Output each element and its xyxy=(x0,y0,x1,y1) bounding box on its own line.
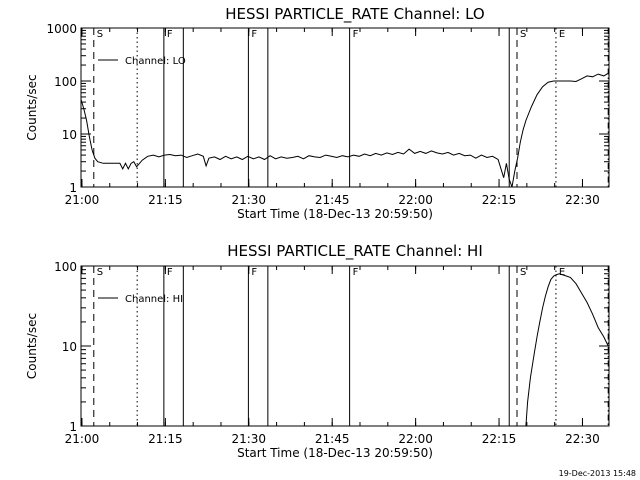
legend-label: Channel: LO xyxy=(125,56,186,67)
legend-label: Channel: HI xyxy=(125,294,183,305)
y-tick-label: 1 xyxy=(69,420,77,434)
x-axis-label: Start Time (18-Dec-13 20:59:50) xyxy=(237,446,433,460)
x-tick-label: 22:15 xyxy=(482,432,517,446)
y-tick-label: 1000 xyxy=(46,22,77,36)
event-label: E xyxy=(559,29,565,40)
x-tick-label: 21:15 xyxy=(148,432,183,446)
event-label: F xyxy=(353,267,359,278)
y-axis-label: Counts/sec xyxy=(25,313,39,379)
chart-title: HESSI PARTICLE_RATE Channel: LO xyxy=(225,5,484,24)
x-tick-label: 21:00 xyxy=(65,193,100,207)
y-tick-label: 10 xyxy=(62,128,77,142)
hi-channel-panel: HESSI PARTICLE_RATE Channel: HI 21:00 21:1… xyxy=(25,242,610,460)
event-label: S xyxy=(520,29,526,40)
x-tick-label: 21:45 xyxy=(315,193,350,207)
event-label: F xyxy=(167,267,173,278)
y-axis-label: Counts/sec xyxy=(25,74,39,140)
y-tick-label: 1 xyxy=(69,181,77,195)
x-axis-label: Start Time (18-Dec-13 20:59:50) xyxy=(237,207,433,221)
x-tick-label: 21:15 xyxy=(148,193,183,207)
x-tick-label: 21:30 xyxy=(231,432,266,446)
x-tick-label: 22:15 xyxy=(482,193,517,207)
lo-channel-panel: HESSI PARTICLE_RATE Channel: LO 21:00 21:1… xyxy=(25,5,610,221)
x-tick-label: 22:30 xyxy=(565,193,600,207)
plot-frame xyxy=(80,27,610,188)
event-label: S xyxy=(97,29,103,40)
event-label: F xyxy=(251,29,257,40)
x-tick-label: 21:45 xyxy=(315,432,350,446)
event-label: F xyxy=(353,29,359,40)
event-label: F xyxy=(167,29,173,40)
x-tick-label: 22:30 xyxy=(565,432,600,446)
x-tick-label: 21:00 xyxy=(65,432,100,446)
x-tick-label: 21:30 xyxy=(231,193,266,207)
series-line xyxy=(525,273,609,426)
event-label: F xyxy=(251,267,257,278)
event-label: S xyxy=(520,267,526,278)
x-tick-label: 22:00 xyxy=(398,193,433,207)
event-label: E xyxy=(559,267,565,278)
chart-title: HESSI PARTICLE_RATE Channel: HI xyxy=(227,242,483,261)
series-line xyxy=(81,72,609,187)
event-label: S xyxy=(97,267,103,278)
y-tick-label: 100 xyxy=(54,75,77,89)
y-tick-label: 10 xyxy=(62,340,77,354)
plot-frame xyxy=(80,265,610,427)
x-tick-label: 22:00 xyxy=(398,432,433,446)
y-tick-label: 100 xyxy=(54,260,77,274)
generation-timestamp: 19-Dec-2013 15:48 xyxy=(559,469,636,478)
